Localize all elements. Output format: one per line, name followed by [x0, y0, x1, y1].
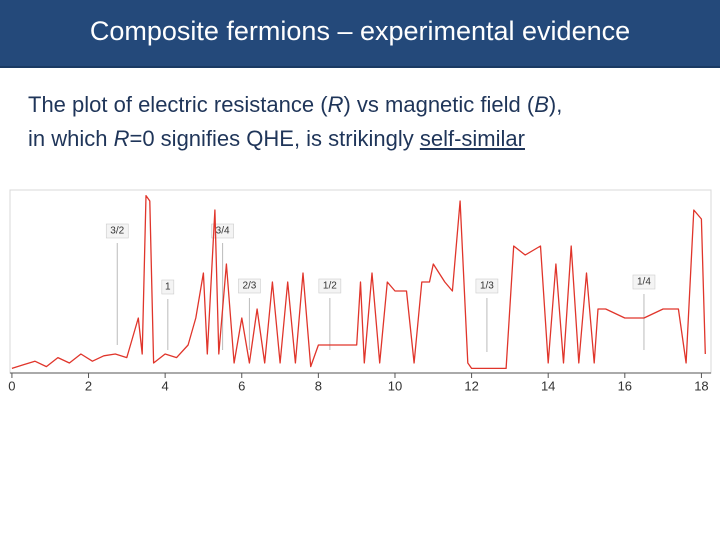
text-run: The plot of electric resistance ( — [28, 92, 328, 117]
text-run: self-similar — [419, 126, 525, 151]
annotation-box — [632, 274, 656, 290]
annotation-label: 1/2 — [323, 281, 337, 292]
x-tick-label: 4 — [162, 378, 169, 393]
text-run: B — [534, 92, 549, 117]
slide-title: Composite fermions – experimental eviden… — [89, 16, 631, 46]
annotation-label: 2/3 — [242, 281, 256, 292]
annotation-label: 1/4 — [637, 277, 651, 288]
annotation-box — [318, 278, 342, 294]
body-text: The plot of electric resistance (R) vs m… — [28, 88, 562, 156]
x-tick-label: 16 — [618, 378, 632, 393]
x-tick-label: 8 — [315, 378, 322, 393]
text-run: =0 signifies QHE, is strikingly — [129, 126, 420, 151]
annotation-label: 3/4 — [216, 226, 230, 237]
annotation-box — [161, 279, 175, 295]
annotation-label: 1 — [165, 282, 171, 293]
x-tick-label: 14 — [541, 378, 555, 393]
text-run: in which — [28, 126, 114, 151]
annotation-box — [105, 223, 129, 239]
x-tick-label: 6 — [238, 378, 245, 393]
x-tick-label: 12 — [464, 378, 478, 393]
text-run: R — [327, 92, 344, 117]
text-line: in which R=0 signifies QHE, is strikingl… — [28, 122, 562, 156]
annotation-box — [211, 223, 234, 239]
text-line: The plot of electric resistance (R) vs m… — [28, 88, 562, 122]
x-tick-label: 18 — [694, 378, 708, 393]
x-tick-label: 2 — [85, 378, 92, 393]
text-run: ) vs magnetic field ( — [343, 92, 535, 117]
text-run: ), — [548, 92, 563, 117]
annotation-label: 1/3 — [480, 281, 494, 292]
annotation-box — [475, 278, 499, 294]
text-run: R — [113, 126, 130, 151]
resistance-trace — [11, 194, 706, 370]
x-tick-label: 0 — [8, 378, 15, 393]
x-tick-label: 10 — [388, 378, 402, 393]
annotation-label: 3/2 — [110, 226, 124, 237]
annotation-box — [238, 278, 261, 294]
header-bar: Composite fermions – experimental eviden… — [0, 0, 720, 68]
